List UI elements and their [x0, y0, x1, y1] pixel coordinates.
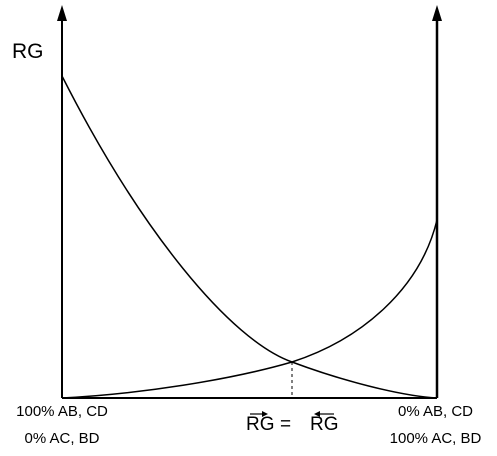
equilibrium-right-rg: RG: [310, 414, 339, 435]
left-end-label-line1: 100% AB, CD: [16, 403, 108, 420]
left-axis-arrowhead: [57, 5, 67, 21]
curve-decreasing: [61, 75, 438, 399]
curve-increasing: [61, 219, 438, 399]
left-end-label-line2: 0% AC, BD: [24, 430, 100, 447]
equilibrium-left-rg: RG: [246, 414, 275, 435]
eq-left-arrowhead: [262, 411, 268, 417]
equilibrium-label: RG = RG: [246, 414, 346, 438]
y-axis-label: RG: [12, 40, 44, 63]
right-axis-arrowhead: [432, 5, 442, 21]
eq-right-arrowhead: [314, 411, 320, 417]
right-end-label-line1: 0% AB, CD: [397, 403, 474, 420]
equilibrium-equals: =: [280, 414, 292, 435]
right-end-label-line2: 100% AC, BD: [389, 430, 482, 447]
